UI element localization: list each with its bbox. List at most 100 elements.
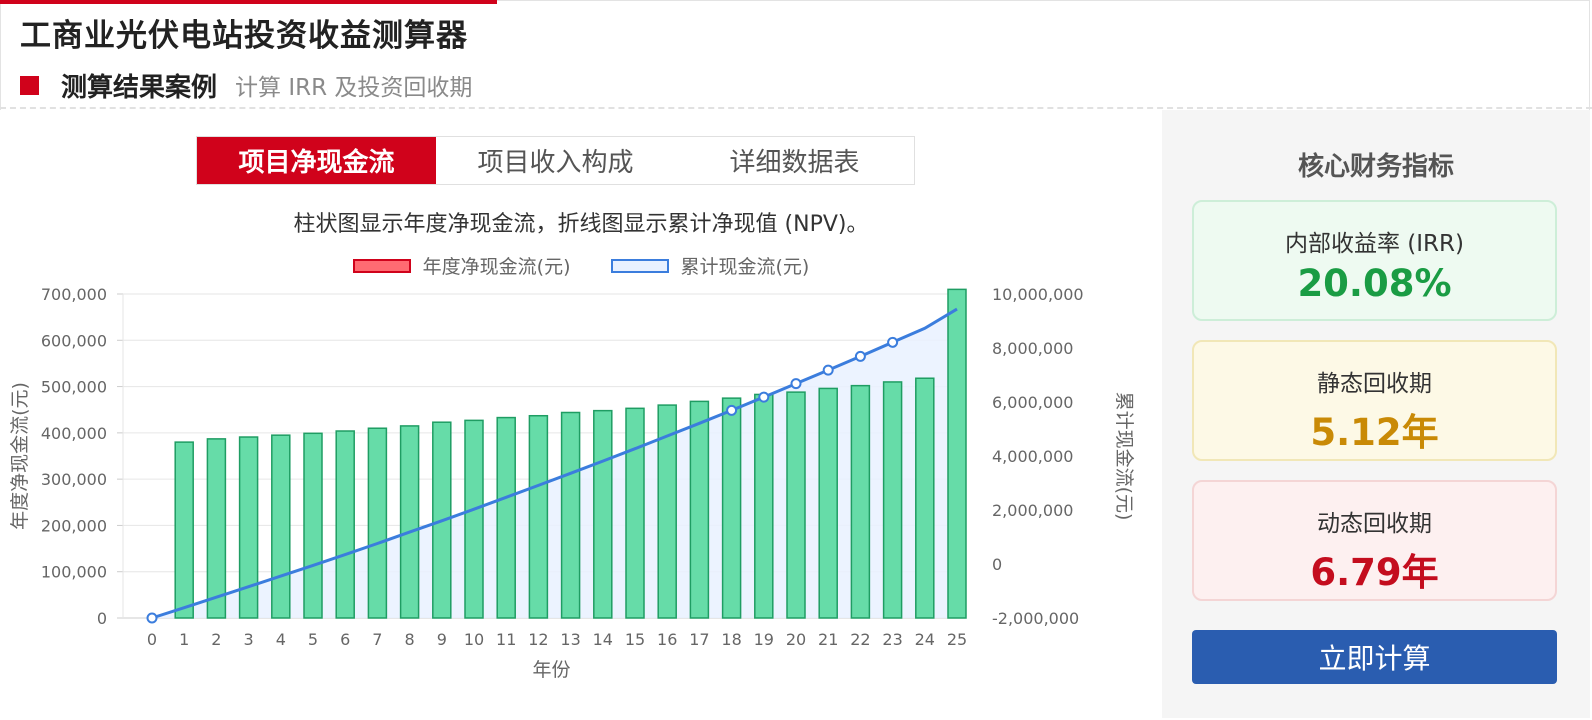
section-title: 测算结果案例 [61, 72, 218, 103]
y-tick-label: 0 [97, 609, 107, 628]
tab-net-cash-flow[interactable]: 项目净现金流 [197, 137, 436, 184]
bar-year-7 [367, 427, 388, 619]
x-tick-label: 2 [211, 630, 221, 649]
x-axis-title: 年份 [532, 659, 570, 681]
x-tick-label: 13 [560, 630, 580, 649]
bar-year-25 [947, 288, 967, 619]
point-year-23 [887, 336, 899, 348]
point-year-19 [758, 391, 770, 403]
legend-label: 年度净现金流(元) [422, 256, 571, 278]
chart-panel: 项目净现金流 项目收入构成 详细数据表 柱状图显示年度净现金流，折线图显示累计净… [0, 110, 1162, 718]
tab-detailed-data-table[interactable]: 详细数据表 [729, 148, 860, 178]
y2-tick-label: 4,000,000 [992, 447, 1073, 466]
y-axis-title: 年度净现金流(元) [9, 382, 31, 530]
x-tick-label: 5 [308, 630, 318, 649]
x-tick-label: 20 [786, 630, 806, 649]
section-divider [0, 107, 1592, 109]
y-tick-label: 600,000 [41, 331, 107, 350]
chart-tabs: 项目净现金流 项目收入构成 详细数据表 [196, 136, 915, 185]
x-tick-label: 25 [947, 630, 967, 649]
x-tick-label: 10 [464, 630, 484, 649]
bar-year-11 [496, 416, 516, 619]
bar-year-22 [850, 384, 871, 619]
y2-tick-label: 0 [992, 555, 1002, 574]
bar-year-23 [882, 381, 903, 619]
bar-year-12 [528, 414, 549, 619]
x-tick-label: 11 [496, 630, 516, 649]
y2-tick-label: -2,000,000 [992, 609, 1079, 628]
legend-swatch-red [352, 258, 411, 273]
bar-year-1 [174, 441, 194, 619]
section-marker-icon [20, 75, 39, 95]
y2-tick-label: 2,000,000 [992, 501, 1073, 520]
metrics-title: 核心财务指标 [1297, 152, 1454, 182]
bar-year-16 [657, 404, 677, 619]
y2-tick-label: 6,000,000 [992, 393, 1073, 412]
dynamic-payback-value: 6.79年 [1310, 551, 1439, 594]
point-year-0 [146, 612, 158, 624]
tab-income-composition[interactable]: 项目收入构成 [477, 148, 634, 178]
legend-swatch-blue [610, 258, 669, 273]
app-title: 工商业光伏电站投资收益测算器 [20, 18, 468, 54]
x-tick-label: 4 [276, 630, 286, 649]
bar-year-18 [721, 397, 742, 619]
bar-year-14 [593, 409, 613, 619]
point-year-18 [726, 404, 738, 416]
bar-year-4 [271, 434, 291, 619]
bar-year-24 [915, 377, 935, 619]
y-tick-label: 200,000 [41, 516, 107, 535]
cumulative-line [151, 307, 958, 620]
bar-year-17 [689, 400, 710, 619]
bar-year-15 [625, 407, 645, 619]
bar-year-13 [560, 411, 581, 619]
chart-caption: 柱状图显示年度净现金流，折线图显示累计净现值 (NPV)。 [293, 212, 869, 237]
point-year-20 [790, 378, 802, 390]
irr-card: 内部收益率 (IRR) 20.08% [1192, 200, 1557, 321]
bar-year-20 [786, 391, 806, 619]
legend-item-cumulative-cash-flow[interactable]: 累计现金流(元) [610, 252, 810, 279]
x-tick-label: 12 [528, 630, 548, 649]
static-payback-label: 静态回收期 [1317, 371, 1432, 397]
y2-tick-label: 10,000,000 [992, 285, 1084, 304]
top-accent-bar [0, 0, 497, 4]
legend-label: 累计现金流(元) [680, 256, 810, 278]
x-tick-label: 14 [593, 630, 613, 649]
x-tick-label: 24 [915, 630, 935, 649]
y-tick-label: 500,000 [41, 378, 107, 397]
x-tick-label: 0 [147, 630, 157, 649]
static-payback-value: 5.12年 [1310, 411, 1439, 454]
cash-flow-chart: 0 100,000 200,000 300,000 400,000 500,000 600,… [9, 285, 1135, 681]
dynamic-payback-label: 动态回收期 [1317, 511, 1432, 537]
x-tick-label: 19 [754, 630, 774, 649]
x-tick-label: 6 [340, 630, 350, 649]
x-tick-label: 1 [179, 630, 189, 649]
x-tick-label: 22 [850, 630, 870, 649]
legend-item-annual-net-cash-flow[interactable]: 年度净现金流(元) [352, 252, 571, 279]
section-subtitle: 计算 IRR 及投资回收期 [235, 75, 473, 101]
x-tick-label: 16 [657, 630, 677, 649]
x-tick-label: 7 [372, 630, 382, 649]
y2-tick-label: 8,000,000 [992, 339, 1073, 358]
point-year-22 [854, 350, 866, 362]
irr-value: 20.08% [1297, 262, 1452, 305]
calculate-button[interactable]: 立即计算 [1192, 630, 1557, 684]
y-tick-label: 400,000 [41, 424, 107, 443]
chart-legend: 年度净现金流(元) 累计现金流(元) [0, 252, 1162, 279]
irr-label: 内部收益率 (IRR) [1284, 231, 1464, 257]
metrics-panel: 核心财务指标 内部收益率 (IRR) 20.08% 静态回收期 5.12年 动态… [1162, 110, 1590, 718]
dynamic-payback-card: 动态回收期 6.79年 [1192, 480, 1557, 601]
y-tick-label: 700,000 [41, 285, 107, 304]
x-tick-label: 15 [625, 630, 645, 649]
y-tick-label: 100,000 [41, 563, 107, 582]
bar-year-21 [818, 387, 838, 619]
x-tick-label: 18 [721, 630, 741, 649]
bar-year-8 [399, 425, 420, 619]
x-tick-label: 8 [405, 630, 415, 649]
bar-year-6 [335, 430, 355, 619]
x-tick-label: 17 [689, 630, 709, 649]
x-tick-label: 21 [818, 630, 838, 649]
bar-year-19 [754, 393, 774, 619]
bar-year-2 [206, 438, 227, 619]
static-payback-card: 静态回收期 5.12年 [1192, 340, 1557, 461]
y2-axis-title: 累计现金流(元) [1113, 392, 1135, 521]
